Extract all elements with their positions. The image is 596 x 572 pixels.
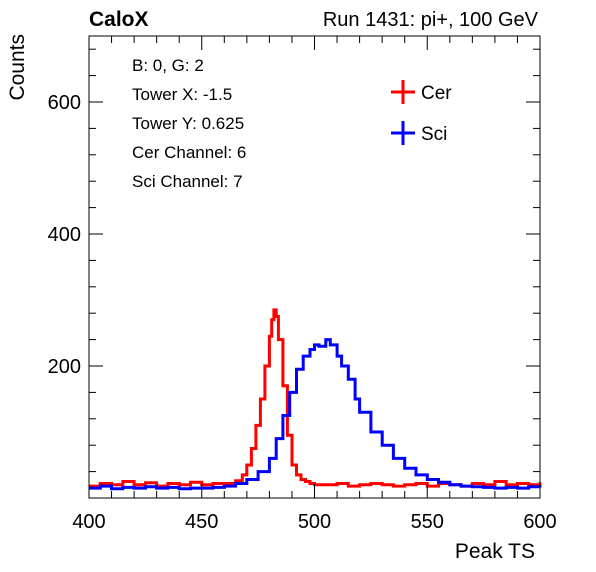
info-line-4: Sci Channel: 7	[132, 172, 243, 191]
x-tick-label: 450	[185, 511, 218, 533]
series-line-sci	[89, 338, 542, 491]
y-tick-label: 600	[48, 92, 81, 114]
x-tick-label: 600	[523, 511, 556, 533]
y-axis-title: Counts	[6, 34, 29, 101]
legend-label-sci: Sci	[421, 124, 447, 145]
x-axis-title: Peak TS	[455, 540, 535, 563]
header-left: CaloX	[89, 8, 149, 31]
legend-marker-sci	[391, 121, 415, 145]
info-line-1: Tower X: -1.5	[132, 85, 232, 104]
header-right: Run 1431: pi+, 100 GeV	[323, 9, 539, 31]
x-tick-label: 550	[411, 511, 444, 533]
legend-marker-cer	[391, 80, 415, 104]
info-line-3: Cer Channel: 6	[132, 143, 246, 162]
y-tick-label: 400	[48, 224, 81, 246]
info-line-0: B: 0, G: 2	[132, 56, 204, 75]
x-tick-label: 400	[72, 511, 105, 533]
axes-layer: 400 450 500 550 600 200 400 600	[48, 35, 557, 533]
legend: Cer Sci	[391, 80, 452, 145]
legend-label-cer: Cer	[421, 83, 452, 104]
series-layer	[89, 308, 542, 491]
info-box	[120, 44, 360, 198]
y-tick-label: 200	[48, 356, 81, 378]
x-tick-label: 500	[298, 511, 331, 533]
info-line-2: Tower Y: 0.625	[132, 114, 244, 133]
